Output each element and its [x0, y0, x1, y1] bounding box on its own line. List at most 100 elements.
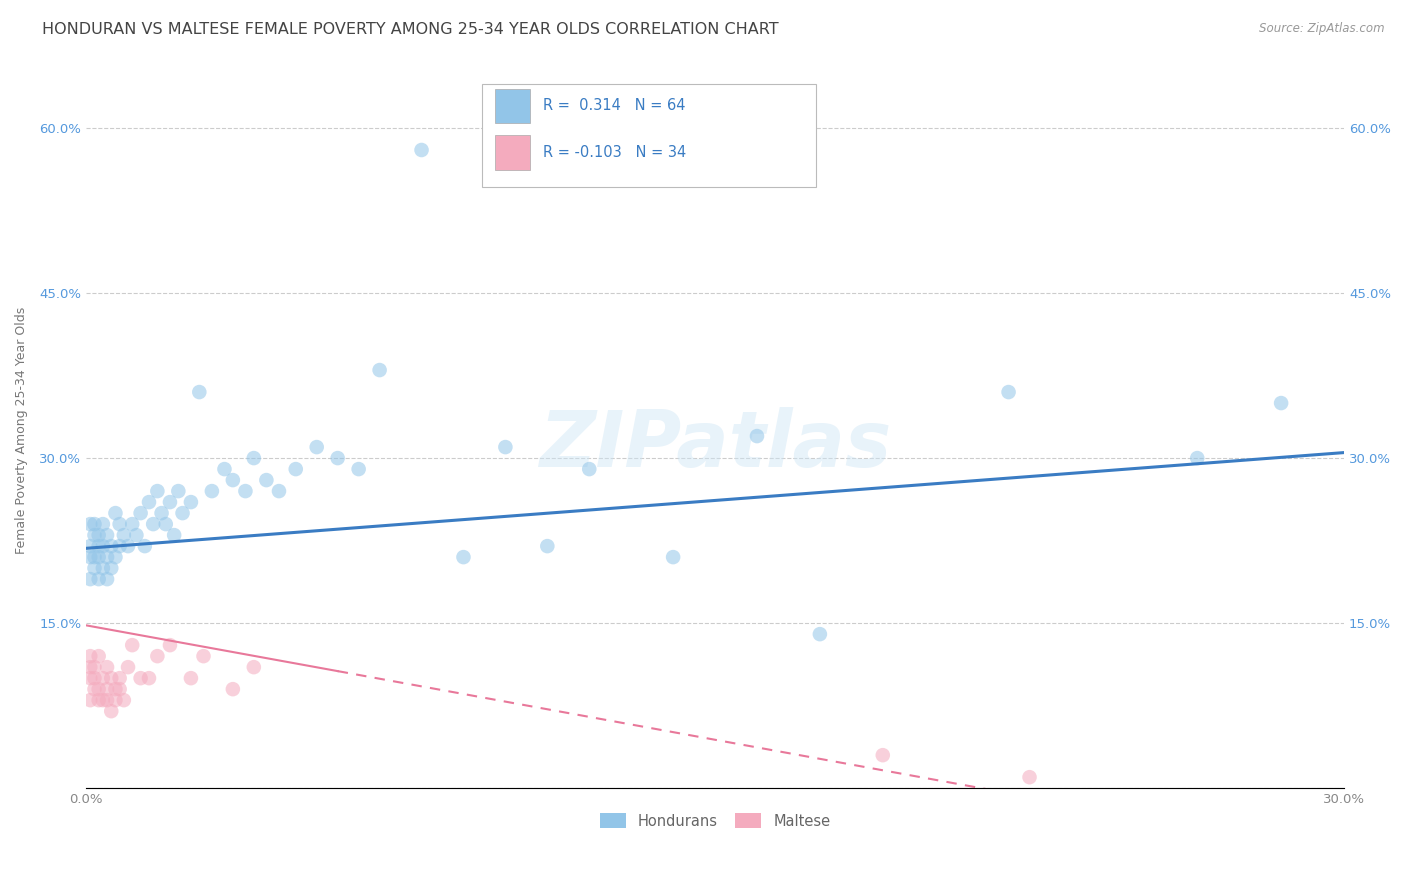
Point	[146, 649, 169, 664]
Point	[100, 539, 122, 553]
Point	[112, 693, 135, 707]
Point	[112, 528, 135, 542]
Point	[79, 550, 101, 565]
Point	[87, 528, 110, 542]
Point	[83, 528, 105, 542]
Point	[180, 671, 202, 685]
Point	[125, 528, 148, 542]
Point	[872, 748, 894, 763]
Text: R =  0.314   N = 64: R = 0.314 N = 64	[543, 98, 685, 113]
Point	[662, 550, 685, 565]
Point	[91, 693, 114, 707]
Point	[150, 506, 173, 520]
Point	[87, 649, 110, 664]
Point	[83, 517, 105, 532]
Point	[79, 693, 101, 707]
Point	[159, 638, 181, 652]
Point	[100, 671, 122, 685]
Point	[284, 462, 307, 476]
Point	[83, 561, 105, 575]
Point	[201, 484, 224, 499]
Point	[91, 517, 114, 532]
Point	[163, 528, 186, 542]
Point	[494, 440, 516, 454]
Point	[96, 550, 118, 565]
Point	[1187, 451, 1209, 466]
Point	[121, 638, 143, 652]
Point	[83, 671, 105, 685]
Point	[108, 671, 131, 685]
Point	[368, 363, 391, 377]
Point	[188, 385, 211, 400]
Point	[108, 682, 131, 697]
Point	[79, 660, 101, 674]
Point	[121, 517, 143, 532]
Point	[326, 451, 349, 466]
Point	[96, 682, 118, 697]
Point	[222, 682, 245, 697]
Point	[138, 671, 160, 685]
Point	[146, 484, 169, 499]
Point	[91, 561, 114, 575]
Point	[87, 572, 110, 586]
Point	[104, 506, 127, 520]
Point	[129, 671, 152, 685]
Text: Source: ZipAtlas.com: Source: ZipAtlas.com	[1260, 22, 1385, 36]
Point	[214, 462, 236, 476]
Point	[104, 550, 127, 565]
Legend: Hondurans, Maltese: Hondurans, Maltese	[593, 807, 837, 835]
Point	[243, 660, 266, 674]
Point	[79, 517, 101, 532]
Point	[108, 517, 131, 532]
Point	[267, 484, 290, 499]
Y-axis label: Female Poverty Among 25-34 Year Olds: Female Poverty Among 25-34 Year Olds	[15, 307, 28, 554]
Point	[117, 539, 139, 553]
Point	[96, 528, 118, 542]
Point	[745, 429, 768, 443]
Point	[305, 440, 328, 454]
Point	[1270, 396, 1292, 410]
Point	[808, 627, 831, 641]
Point	[1018, 770, 1040, 784]
Point	[91, 671, 114, 685]
Point	[83, 682, 105, 697]
Point	[254, 473, 277, 487]
FancyBboxPatch shape	[482, 84, 815, 187]
Point	[138, 495, 160, 509]
Point	[100, 561, 122, 575]
Point	[193, 649, 215, 664]
Point	[578, 462, 600, 476]
Point	[222, 473, 245, 487]
Point	[167, 484, 190, 499]
Point	[243, 451, 266, 466]
Point	[79, 649, 101, 664]
Point	[96, 572, 118, 586]
Point	[104, 693, 127, 707]
Point	[87, 550, 110, 565]
Point	[79, 671, 101, 685]
Point	[159, 495, 181, 509]
Point	[536, 539, 558, 553]
Point	[96, 693, 118, 707]
Point	[155, 517, 177, 532]
Point	[83, 660, 105, 674]
Point	[172, 506, 194, 520]
Point	[453, 550, 475, 565]
Point	[79, 572, 101, 586]
Point	[411, 143, 433, 157]
Point	[108, 539, 131, 553]
Point	[100, 704, 122, 718]
Point	[180, 495, 202, 509]
Text: ZIPatlas: ZIPatlas	[538, 407, 891, 483]
Point	[134, 539, 156, 553]
Text: R = -0.103   N = 34: R = -0.103 N = 34	[543, 145, 686, 161]
Text: HONDURAN VS MALTESE FEMALE POVERTY AMONG 25-34 YEAR OLDS CORRELATION CHART: HONDURAN VS MALTESE FEMALE POVERTY AMONG…	[42, 22, 779, 37]
Point	[117, 660, 139, 674]
Point	[997, 385, 1019, 400]
Point	[129, 506, 152, 520]
Point	[91, 539, 114, 553]
FancyBboxPatch shape	[495, 89, 530, 123]
Point	[142, 517, 165, 532]
Point	[347, 462, 370, 476]
Point	[87, 682, 110, 697]
